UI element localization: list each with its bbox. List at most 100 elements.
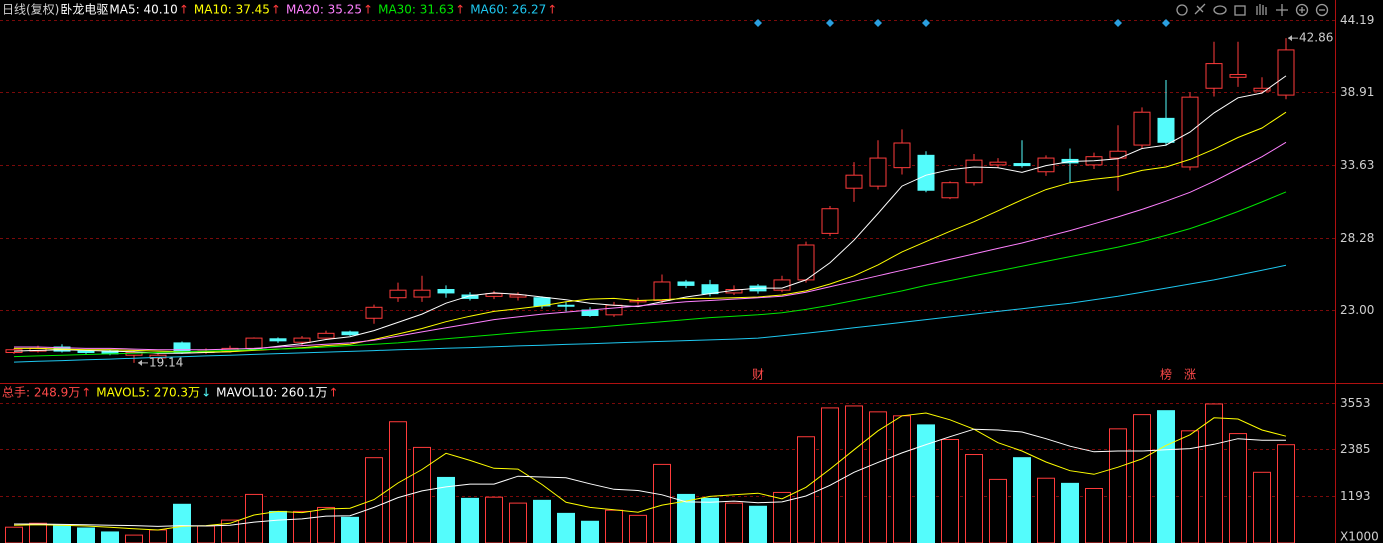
volume-bar	[1229, 433, 1247, 543]
candle-body	[341, 331, 359, 336]
event-label: 榜	[1160, 367, 1172, 382]
unit-label: X1000	[1340, 530, 1379, 543]
legend-text: MA20: 35.25	[286, 3, 362, 17]
candle-body	[293, 337, 311, 343]
volume-bar	[1013, 457, 1031, 543]
moving-average-line	[14, 111, 1287, 353]
candle-body	[77, 350, 95, 353]
candle-body	[365, 306, 383, 319]
candle-body	[677, 281, 695, 286]
volume-bar	[245, 493, 263, 543]
candle-body	[413, 289, 431, 298]
volume-bar	[1157, 410, 1175, 543]
candle-body	[917, 154, 935, 191]
volume-bar	[197, 525, 215, 543]
settings-icon[interactable]	[1176, 4, 1188, 16]
candle-body	[893, 142, 911, 169]
y-tick-label: 38.91	[1340, 85, 1374, 99]
legend-text: MA10: 37.45	[194, 3, 270, 17]
candle-body	[1205, 63, 1223, 89]
volume-bar	[701, 497, 719, 543]
candle-body	[701, 284, 719, 295]
candle-body	[1253, 87, 1271, 92]
candle-body	[1157, 117, 1175, 143]
legend-text: MA5: 40.10	[109, 3, 177, 17]
volume-bar	[341, 516, 359, 543]
toolbar	[1176, 3, 1329, 17]
volume-bar	[509, 502, 527, 543]
store-icon[interactable]	[1234, 5, 1246, 16]
volume-bar	[317, 506, 335, 543]
zoom-out-icon[interactable]	[1315, 3, 1329, 17]
volume-bar	[269, 510, 287, 543]
volume-bar	[581, 520, 599, 543]
moving-average-line	[13, 412, 1287, 531]
draw-icon[interactable]	[1194, 3, 1206, 15]
event-flag	[826, 19, 834, 27]
volume-bar	[629, 514, 647, 543]
volume-bar	[1085, 487, 1103, 543]
candle-body	[965, 159, 983, 184]
candle-body	[461, 294, 479, 299]
volume-bar	[1205, 403, 1223, 543]
volume-bar	[77, 527, 95, 543]
annotation-arrow	[1288, 35, 1292, 42]
legend-text: MAVOL10: 260.1万	[216, 386, 327, 400]
event-flag	[754, 19, 762, 27]
volume-bar	[845, 405, 863, 543]
volume-bar	[557, 512, 575, 543]
legend-text: ↑	[363, 3, 373, 17]
moving-average-line	[13, 191, 1287, 358]
annotation-label: 19.14	[149, 355, 183, 369]
view-icon[interactable]	[1213, 5, 1227, 15]
y-tick-label: 28.28	[1340, 231, 1374, 245]
volume-bar	[101, 531, 119, 543]
candle-body	[557, 304, 575, 307]
candle-body	[1013, 163, 1031, 167]
y-tick-label: 23.00	[1340, 303, 1374, 317]
candle-body	[773, 279, 791, 291]
candle-body	[821, 208, 839, 234]
zoom-in-plus	[1299, 7, 1305, 13]
volume-bar	[989, 478, 1007, 543]
hand-icon[interactable]	[1256, 4, 1267, 15]
event-flag	[922, 19, 930, 27]
candle-body	[1037, 157, 1055, 173]
volume-bar	[773, 491, 791, 543]
volume-bar	[389, 421, 407, 543]
candle-body	[1109, 150, 1127, 159]
volume-bar	[869, 411, 887, 543]
legend-text: MA30: 31.63	[378, 3, 454, 17]
legend-text: ↑	[329, 386, 339, 400]
event-flag	[1162, 19, 1170, 27]
moving-average-line	[13, 264, 1287, 363]
annotation-arrow	[138, 359, 142, 366]
y-tick-label: 1193	[1340, 489, 1371, 503]
candle-body	[437, 289, 455, 294]
legend-text: ↓	[201, 386, 211, 400]
volume-bar	[1253, 471, 1271, 543]
volume-bar	[365, 457, 383, 543]
candle-body	[317, 332, 335, 339]
candle-body	[845, 174, 863, 189]
zoom-in-icon[interactable]	[1295, 3, 1309, 17]
volume-bar	[1061, 482, 1079, 543]
volume-bar	[149, 529, 167, 543]
legend-text: ↑	[455, 3, 465, 17]
volume-bar	[293, 510, 311, 543]
y-tick-label: 44.19	[1340, 13, 1374, 27]
candle-body	[941, 182, 959, 199]
volume-bar	[749, 505, 767, 543]
move-icon[interactable]	[1276, 4, 1288, 16]
volume-bar	[413, 446, 431, 543]
candle-body	[245, 337, 263, 349]
volume-bar	[533, 499, 551, 543]
candle-body	[149, 354, 167, 359]
legend-text: 卧龙电驱	[60, 3, 108, 17]
volume-bar	[1133, 414, 1151, 543]
candle-body	[1277, 49, 1295, 96]
legend-text: MAVOL5: 270.3万	[96, 386, 200, 400]
candle-body	[869, 157, 887, 187]
